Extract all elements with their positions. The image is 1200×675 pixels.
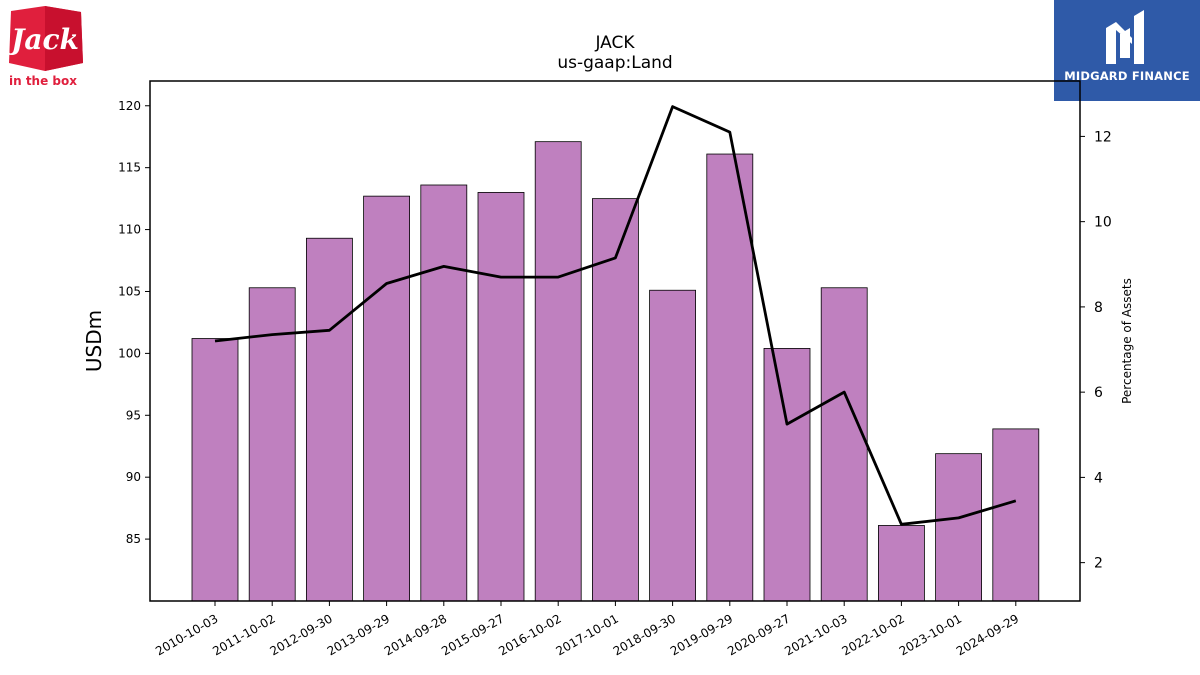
bar-2010-10-03 (191, 338, 239, 602)
bar-2018-09-30 (649, 289, 696, 602)
x-tick-label: 2012-09-30 (267, 611, 334, 658)
bar-2014-09-28 (420, 184, 468, 602)
y-tick-label: 120 (118, 99, 141, 113)
y2-tick-label: 2 (1094, 556, 1103, 572)
line-series (214, 105, 1017, 526)
svg-text:Jack: Jack (6, 23, 79, 56)
bar-2021-10-03 (820, 287, 868, 602)
y2-tick-label: 8 (1094, 300, 1103, 316)
svg-text:in the box: in the box (9, 74, 77, 88)
percentage-line (214, 105, 1017, 526)
y-tick-label: 95 (126, 408, 141, 422)
bar-series (191, 141, 1040, 602)
bar-2012-09-30 (305, 237, 353, 602)
y-tick-label: 100 (118, 346, 141, 360)
midgard-mark-icon (1106, 10, 1144, 64)
bar-2015-09-27 (477, 192, 525, 602)
x-tick-label: 2018-09-30 (611, 611, 678, 658)
midgard-finance-logo: MIDGARD FINANCE (1054, 0, 1200, 101)
bar-2019-09-29 (706, 153, 754, 602)
x-tick-label: 2020-09-27 (725, 611, 792, 658)
x-tick-label: 2024-09-29 (954, 611, 1021, 658)
x-tick-label: 2015-09-27 (439, 611, 506, 658)
bar-2022-10-02 (878, 525, 925, 602)
midgard-logo-text: MIDGARD FINANCE (1064, 69, 1190, 83)
x-tick-label: 2010-10-03 (153, 611, 220, 658)
chart-title: JACK (594, 33, 635, 53)
bar-2020-09-27 (763, 348, 811, 602)
y-axis-label: USDm (82, 310, 106, 372)
bar-2017-10-01 (592, 198, 639, 602)
y-axis-right: 2 4 6 8 10 12 (1080, 129, 1112, 572)
bar-2023-10-01 (935, 453, 982, 602)
chart-subtitle: us-gaap:Land (557, 53, 672, 73)
y2-tick-label: 6 (1094, 385, 1103, 401)
y2-tick-label: 10 (1094, 215, 1112, 231)
x-tick-label: 2011-10-02 (210, 611, 277, 658)
y-tick-label: 90 (126, 470, 141, 484)
y-tick-label: 115 (118, 161, 141, 175)
x-tick-label: 2023-10-01 (897, 611, 964, 658)
x-tick-label: 2021-10-03 (782, 611, 849, 658)
y-tick-label: 85 (126, 532, 141, 546)
x-axis: 2010-10-032011-10-022012-09-302013-09-29… (153, 601, 1021, 658)
y2-tick-label: 4 (1094, 470, 1103, 486)
y2-tick-label: 12 (1094, 129, 1112, 145)
bar-2013-09-29 (363, 195, 411, 602)
y2-axis-label: Percentage of Assets (1120, 278, 1134, 404)
y-axis-left: 85 90 95 100 105 110 115 120 (118, 99, 150, 546)
bar-2016-10-02 (534, 141, 582, 602)
jack-in-the-box-logo: Jack in the box (5, 5, 85, 90)
x-tick-label: 2022-10-02 (839, 611, 906, 658)
bar-2024-09-29 (992, 428, 1040, 602)
x-tick-label: 2014-09-28 (382, 611, 449, 658)
y-tick-label: 105 (118, 284, 141, 298)
x-tick-label: 2016-10-02 (496, 611, 563, 658)
x-tick-label: 2013-09-29 (325, 611, 392, 658)
x-tick-label: 2019-09-29 (668, 611, 735, 658)
y-tick-label: 110 (118, 223, 141, 237)
x-tick-label: 2017-10-01 (553, 611, 620, 658)
